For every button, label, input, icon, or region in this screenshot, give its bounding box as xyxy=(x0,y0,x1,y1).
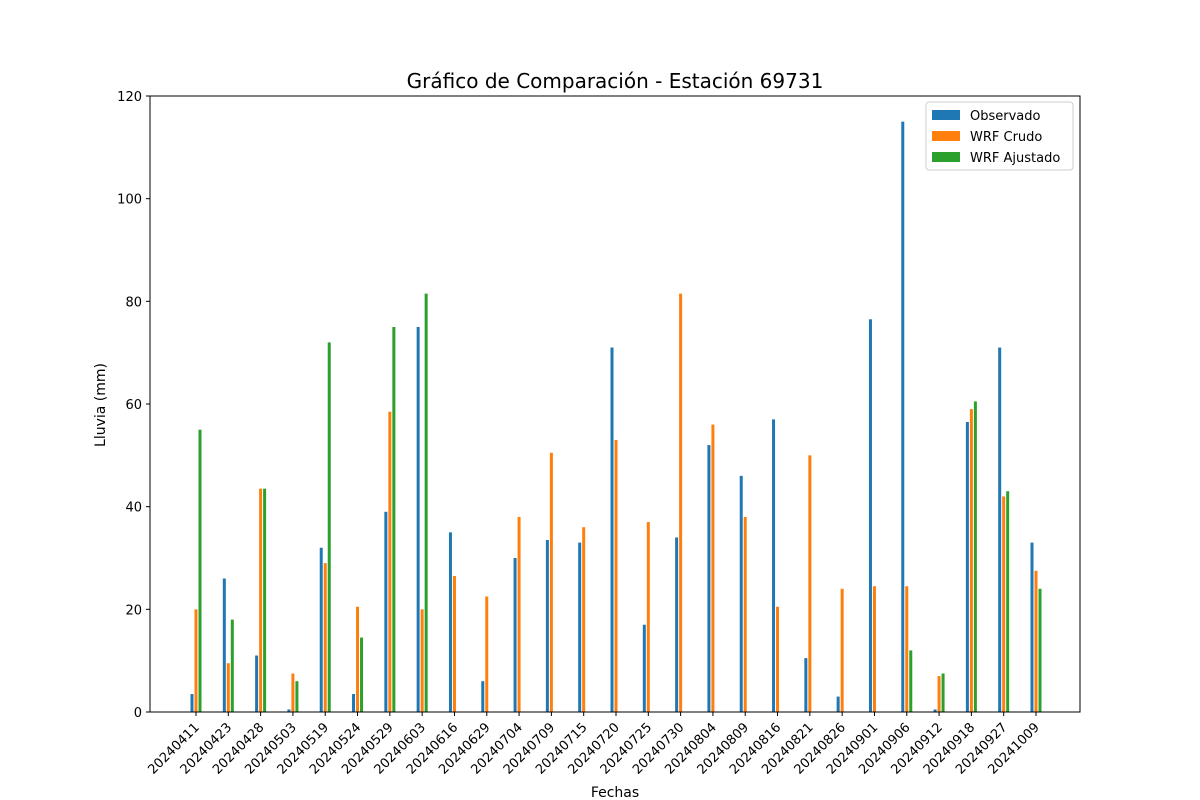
bar-observado xyxy=(901,121,905,713)
bar-observado xyxy=(642,624,646,712)
bar-wrf-crudo xyxy=(646,522,650,712)
legend-swatch xyxy=(932,152,960,162)
bar-observado xyxy=(578,542,582,712)
bar-observado xyxy=(222,578,226,712)
bar-wrf-crudo xyxy=(259,488,263,712)
legend-swatch xyxy=(932,110,960,120)
legend-box xyxy=(925,101,1074,171)
bar-wrf-ajustado xyxy=(327,342,331,712)
legend-label: Observado xyxy=(970,109,1041,124)
bar-wrf-crudo xyxy=(808,455,812,712)
bar-wrf-crudo xyxy=(517,516,521,712)
plot-frame xyxy=(149,95,1081,713)
y-axis: 0 20 40 60 80 100 120 xyxy=(117,90,150,721)
bar-observado xyxy=(255,655,259,712)
bar-wrf-crudo xyxy=(840,588,844,712)
y-axis-label: Lluvia (mm) xyxy=(93,363,109,447)
y-tick-label: 100 xyxy=(117,193,142,208)
bar-wrf-crudo xyxy=(614,439,618,712)
chart-title: Gráfico de Comparación - Estación 69731 xyxy=(407,69,824,93)
bar-observado xyxy=(481,681,485,712)
bar-observado xyxy=(836,696,840,712)
bar-wrf-crudo xyxy=(743,516,747,712)
bar-wrf-crudo xyxy=(485,596,489,712)
bar-wrf-ajustado xyxy=(973,401,977,712)
bar-wrf-ajustado xyxy=(360,637,364,712)
bar-observado xyxy=(287,709,291,712)
y-tick-label: 40 xyxy=(125,501,142,516)
bar-wrf-crudo xyxy=(194,609,198,712)
bar-observado xyxy=(707,445,711,712)
bar-observado xyxy=(998,347,1002,712)
bar-wrf-crudo xyxy=(711,424,715,712)
bar-observado xyxy=(965,421,969,712)
bar-observado xyxy=(804,658,808,712)
bar-wrf-crudo xyxy=(905,586,909,712)
legend: Observado WRF Crudo WRF Ajustado xyxy=(925,101,1074,171)
bar-wrf-crudo xyxy=(679,293,683,712)
bar-wrf-crudo xyxy=(323,563,327,712)
bar-wrf-ajustado xyxy=(909,650,913,712)
bar-observado xyxy=(416,327,420,712)
bar-wrf-ajustado xyxy=(1038,588,1042,712)
bar-observado xyxy=(190,694,194,712)
bar-wrf-crudo xyxy=(388,411,392,712)
x-axis-label: Fechas xyxy=(591,785,639,800)
bar-wrf-crudo xyxy=(356,606,360,712)
bar-observado xyxy=(1030,542,1034,712)
bar-wrf-ajustado xyxy=(230,619,234,712)
bar-observado xyxy=(448,532,452,712)
bar-wrf-ajustado xyxy=(424,293,428,712)
bar-wrf-crudo xyxy=(776,606,780,712)
y-tick-label: 0 xyxy=(134,706,142,721)
bar-observado xyxy=(352,694,356,712)
bar-wrf-ajustado xyxy=(941,673,945,712)
bar-wrf-crudo xyxy=(872,586,876,712)
legend-swatch xyxy=(932,131,960,141)
bar-observado xyxy=(739,475,743,712)
bar-wrf-ajustado xyxy=(198,429,202,712)
bar-wrf-crudo xyxy=(291,673,295,712)
bar-observado xyxy=(868,319,872,712)
bar-wrf-ajustado xyxy=(1006,491,1010,712)
bar-wrf-crudo xyxy=(1034,570,1038,712)
bar-observado xyxy=(610,347,614,712)
y-tick-label: 60 xyxy=(125,398,142,413)
bar-wrf-crudo xyxy=(937,676,941,712)
bar-observado xyxy=(675,537,679,712)
bar-wrf-crudo xyxy=(582,527,586,712)
bar-wrf-ajustado xyxy=(392,327,396,712)
bar-wrf-crudo xyxy=(549,452,553,712)
legend-label: WRF Crudo xyxy=(970,130,1042,145)
bar-wrf-crudo xyxy=(420,609,424,712)
bar-observado xyxy=(772,419,776,712)
bar-wrf-crudo xyxy=(1002,496,1006,712)
y-tick-label: 80 xyxy=(125,295,142,310)
bar-wrf-crudo xyxy=(452,575,456,712)
legend-label: WRF Ajustado xyxy=(970,151,1060,166)
bar-wrf-ajustado xyxy=(295,681,299,712)
bars-group xyxy=(190,121,1042,713)
bar-observado xyxy=(933,709,937,712)
bar-wrf-crudo xyxy=(969,409,973,712)
bar-observado xyxy=(513,558,517,712)
bar-observado xyxy=(545,540,549,712)
bar-wrf-ajustado xyxy=(263,488,267,712)
y-tick-label: 120 xyxy=(117,90,142,105)
bar-observado xyxy=(384,511,388,712)
y-tick-label: 20 xyxy=(125,603,142,618)
bar-wrf-crudo xyxy=(226,663,230,712)
bar-observado xyxy=(319,547,323,712)
